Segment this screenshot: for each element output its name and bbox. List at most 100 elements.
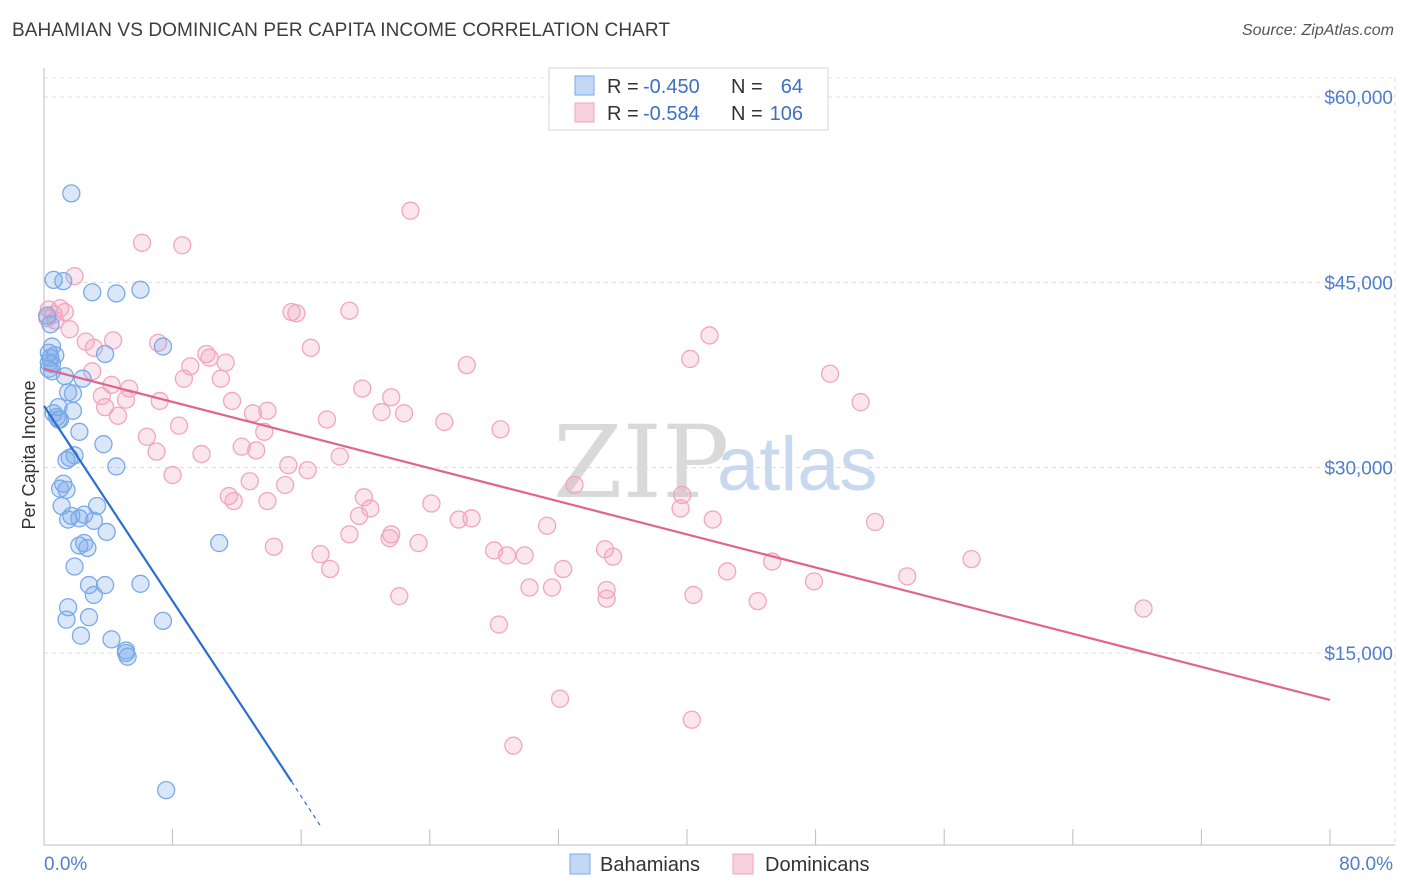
dominican-r-value: -0.584 xyxy=(643,103,700,125)
bahamian-point xyxy=(62,184,81,203)
dominican-point xyxy=(301,338,320,357)
bahamian-point xyxy=(153,611,173,631)
legend-dominicans-swatch xyxy=(732,853,754,875)
dominican-point xyxy=(372,402,391,422)
dominican-point xyxy=(489,615,509,634)
bahamian-point xyxy=(131,574,150,593)
watermark: ZIP atlas xyxy=(553,404,878,521)
dominican-points xyxy=(38,201,1153,755)
y-axis-label: Per Capita Income xyxy=(19,380,39,529)
dominican-point xyxy=(279,456,298,475)
bahamian-point xyxy=(84,585,103,605)
bahamian-point xyxy=(153,337,173,356)
dominican-point xyxy=(422,494,441,513)
dominican-point xyxy=(820,364,840,383)
dominican-point xyxy=(718,562,737,581)
legend-bahamians-label: Bahamians xyxy=(600,854,700,876)
y-tick-label: $45,000 xyxy=(1324,273,1393,294)
dominican-point xyxy=(497,546,517,565)
bahamian-point xyxy=(63,384,83,403)
dominican-point xyxy=(211,369,230,388)
dominican-point xyxy=(95,397,115,417)
dominican-point xyxy=(60,320,79,339)
y-tick-label: $30,000 xyxy=(1324,459,1393,480)
legend-dominicans-label: Dominicans xyxy=(765,854,869,876)
axes: $15,000 $30,000 $45,000 $60,000 0.0% 80.0% xyxy=(43,68,1395,875)
bahamian-point xyxy=(107,284,126,303)
dominican-point xyxy=(491,420,510,439)
dominican-point xyxy=(232,437,251,456)
bahamian-point xyxy=(157,780,176,800)
dominican-point xyxy=(682,710,701,729)
dominican-point xyxy=(962,549,981,569)
bahamian-point xyxy=(39,353,58,372)
bahamian-point xyxy=(71,626,91,645)
dominican-point xyxy=(340,525,359,544)
bahamian-trend-line xyxy=(43,405,293,783)
watermark-atlas: atlas xyxy=(717,422,878,507)
dominican-point xyxy=(317,410,337,429)
dominican-point xyxy=(216,353,235,372)
bahamian-point xyxy=(57,610,76,629)
bahamian-point xyxy=(79,575,99,595)
dominican-point xyxy=(287,304,306,323)
dominican-point xyxy=(330,447,349,466)
dominican-point xyxy=(671,499,690,518)
bahamian-point xyxy=(102,630,121,649)
dominican-point xyxy=(298,460,317,480)
dominican-point xyxy=(192,444,211,464)
dominican-point xyxy=(435,412,454,432)
trend-lines xyxy=(43,367,1331,827)
bahamian-r-label: R = xyxy=(607,76,639,98)
bahamian-point xyxy=(41,315,60,334)
dominican-point xyxy=(83,362,102,381)
bahamian-point xyxy=(78,538,97,558)
bahamian-point xyxy=(83,283,102,302)
y-tick-label: $15,000 xyxy=(1324,644,1393,665)
dominican-point xyxy=(200,348,219,367)
dominican-n-label: N = xyxy=(731,103,763,125)
dominican-point xyxy=(703,510,722,529)
dominican-point xyxy=(137,427,157,446)
dominican-point xyxy=(462,509,481,528)
bahamian-point xyxy=(79,608,99,627)
chart-title: BAHAMIAN VS DOMINICAN PER CAPITA INCOME … xyxy=(12,20,671,41)
dominican-point xyxy=(390,587,409,606)
watermark-zip: ZIP xyxy=(553,404,729,521)
source-credit: Source: ZipAtlas.com xyxy=(1241,22,1394,39)
dominican-point xyxy=(504,736,523,755)
dominican-point xyxy=(224,491,243,511)
dominican-r-label: R = xyxy=(607,103,639,125)
dominican-point xyxy=(597,589,616,608)
bahamian-point xyxy=(57,480,76,500)
dominican-point xyxy=(264,537,284,556)
dominican-point xyxy=(700,326,719,345)
dominican-point xyxy=(340,301,359,320)
dominican-point xyxy=(1134,599,1153,618)
bahamian-n-label: N = xyxy=(731,76,763,98)
dominican-point xyxy=(353,379,372,398)
stats-box: R = -0.450 N = 64 R = -0.584 N = 106 xyxy=(548,67,829,131)
dominican-point xyxy=(603,547,623,566)
bahamian-point xyxy=(94,435,113,454)
bahamian-r-value: -0.450 xyxy=(643,76,700,98)
bahamian-point xyxy=(75,505,94,524)
bahamian-points xyxy=(38,184,229,800)
dominican-point xyxy=(804,572,824,591)
bahamian-point xyxy=(39,359,58,378)
dominican-point xyxy=(174,369,194,388)
dominican-point xyxy=(173,236,192,255)
dominican-point xyxy=(520,578,539,597)
dominican-point xyxy=(65,267,84,286)
bahamian-point xyxy=(42,337,62,356)
dominican-point xyxy=(537,516,557,535)
dominican-trend-line xyxy=(43,367,1331,702)
dominican-point xyxy=(163,465,182,485)
dominican-point xyxy=(147,442,166,461)
dominican-n-value: 106 xyxy=(770,103,803,125)
dominican-point xyxy=(748,591,767,611)
dominican-point xyxy=(320,559,340,579)
bahamian-point xyxy=(63,401,83,420)
x-tick-label-min: 0.0% xyxy=(44,854,87,875)
